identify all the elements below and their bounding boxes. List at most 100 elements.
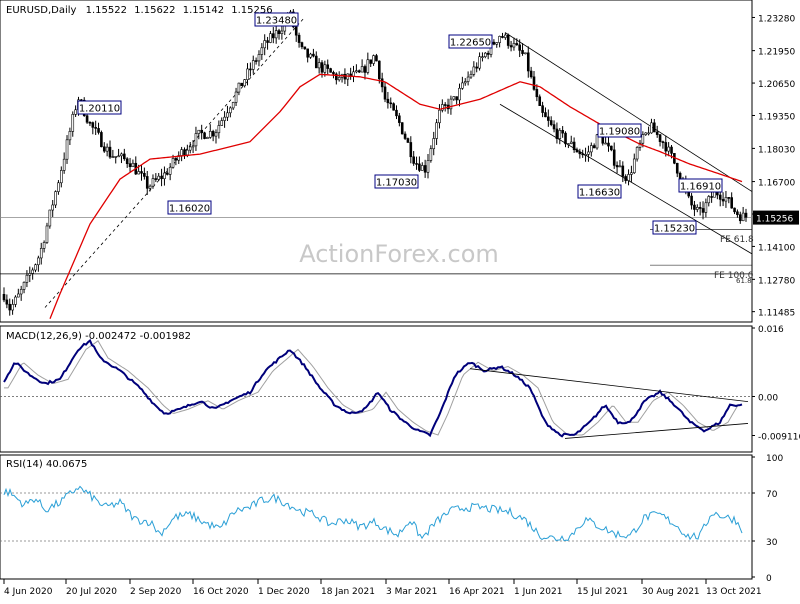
candle-body: [65, 139, 69, 160]
candle-body: [11, 304, 14, 311]
candle-body: [432, 138, 436, 150]
swing-label: 1.22650: [448, 34, 493, 49]
candle-body: [498, 36, 501, 43]
candle: [208, 124, 212, 139]
candle-body: [443, 104, 447, 106]
candle-body: [369, 59, 373, 64]
candle-body: [194, 133, 198, 147]
candle-body: [572, 141, 576, 151]
candle-body: [45, 225, 49, 243]
candle: [128, 157, 132, 172]
candle-body: [569, 141, 573, 144]
price-axis-label: 1.14100: [758, 243, 795, 253]
candle-body: [584, 154, 587, 156]
candle: [526, 46, 530, 78]
candle-body: [463, 81, 467, 84]
rsi-panel-frame: [0, 454, 753, 580]
candle-body: [163, 172, 166, 180]
candle: [426, 154, 430, 179]
candle: [269, 30, 272, 44]
candle: [632, 153, 636, 174]
candle-body: [357, 70, 361, 73]
candle-body: [589, 145, 593, 153]
candle: [386, 91, 390, 109]
price-axis-label: 1.12780: [758, 276, 795, 286]
macd-layer: [0, 338, 752, 439]
candle-body: [380, 78, 384, 88]
candle-body: [128, 163, 132, 168]
swing-label-box: [448, 34, 493, 49]
candle: [492, 39, 496, 46]
candle-body: [309, 53, 312, 58]
candle-body: [200, 129, 203, 134]
candle: [604, 137, 607, 145]
candle: [74, 105, 77, 117]
candle-body: [435, 122, 438, 139]
x-axis-label: 1 Dec 2020: [258, 587, 310, 597]
candle: [114, 156, 118, 164]
candle: [655, 125, 659, 138]
candle-body: [495, 42, 499, 45]
ohlc-high: 1.15622: [134, 5, 175, 16]
candle: [661, 140, 665, 149]
candle: [94, 120, 97, 136]
candle-body: [441, 104, 444, 111]
candle: [506, 33, 510, 49]
candle-body: [558, 130, 562, 139]
candle-body: [561, 130, 564, 134]
candle-body: [249, 68, 252, 71]
candle: [329, 67, 332, 73]
candle-body: [624, 176, 627, 181]
candle-body: [203, 132, 206, 139]
candle: [214, 129, 218, 144]
candle: [389, 97, 393, 109]
candle-body: [234, 91, 238, 103]
macd-axis-label: 0.00: [758, 393, 778, 403]
candle-body: [618, 165, 622, 168]
candle: [355, 64, 358, 74]
candle-body: [406, 138, 410, 143]
candle: [446, 98, 450, 114]
ohlc-open: 1.15522: [86, 5, 127, 16]
candle-body: [263, 40, 267, 49]
candle-body: [724, 197, 728, 202]
x-axis-label: 20 Jul 2020: [66, 587, 117, 597]
candle: [698, 201, 702, 216]
candle: [647, 126, 650, 136]
candle-body: [486, 52, 490, 55]
candle-body: [143, 172, 146, 177]
candle-body: [208, 131, 212, 138]
candle: [88, 121, 92, 127]
candle: [257, 50, 261, 67]
candle-body: [377, 60, 381, 80]
swing-label: 1.19080: [597, 123, 642, 138]
candle: [592, 143, 596, 149]
candle-body: [277, 30, 281, 34]
candle: [653, 119, 656, 133]
candle: [707, 195, 711, 207]
candle: [569, 135, 573, 145]
candle-body: [466, 76, 470, 82]
candle-body: [17, 293, 20, 298]
candle: [435, 119, 438, 145]
candle: [220, 117, 224, 126]
candle-body: [653, 122, 656, 133]
candle-body: [123, 153, 126, 160]
candle-body: [710, 196, 713, 198]
candle: [14, 295, 17, 308]
candle-body: [504, 34, 507, 38]
candle: [309, 52, 312, 59]
candle-body: [355, 70, 358, 73]
candle: [346, 73, 350, 87]
candle: [280, 24, 284, 40]
candle: [498, 35, 501, 48]
candle-body: [701, 208, 705, 213]
swing-label: 1.17030: [374, 174, 419, 189]
candle-body: [455, 96, 458, 101]
candle: [461, 76, 464, 90]
candle: [575, 147, 579, 153]
candle: [704, 198, 708, 218]
candle: [231, 101, 235, 110]
candle-body: [506, 34, 510, 46]
candle: [375, 53, 378, 62]
